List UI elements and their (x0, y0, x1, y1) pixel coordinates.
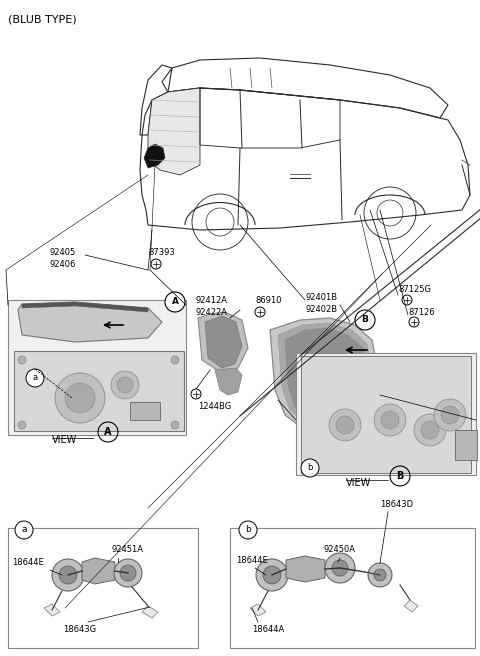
Circle shape (114, 559, 142, 587)
Circle shape (171, 421, 179, 429)
Polygon shape (22, 302, 148, 312)
Text: 92451A: 92451A (112, 545, 144, 554)
Circle shape (374, 404, 406, 436)
Text: 92402B: 92402B (305, 305, 337, 314)
Circle shape (55, 373, 105, 423)
Polygon shape (198, 312, 248, 372)
Circle shape (301, 459, 319, 477)
Circle shape (434, 399, 466, 431)
Circle shape (368, 563, 392, 587)
Polygon shape (142, 606, 158, 618)
Circle shape (52, 559, 84, 591)
Polygon shape (250, 604, 266, 616)
Circle shape (329, 409, 361, 441)
Polygon shape (144, 144, 165, 168)
Circle shape (256, 559, 288, 591)
Circle shape (15, 521, 33, 539)
Text: 92422A: 92422A (196, 308, 228, 317)
FancyBboxPatch shape (8, 528, 198, 648)
Circle shape (441, 406, 459, 424)
Text: 18644E: 18644E (236, 556, 268, 565)
Text: VIEW: VIEW (346, 478, 371, 488)
Text: 18643D: 18643D (380, 500, 413, 509)
Bar (455, 430, 477, 460)
FancyBboxPatch shape (301, 356, 471, 473)
Circle shape (165, 292, 185, 312)
Circle shape (18, 421, 26, 429)
Circle shape (332, 560, 348, 576)
Circle shape (171, 356, 179, 364)
Text: a: a (33, 373, 37, 382)
Text: 18643G: 18643G (63, 625, 96, 634)
Circle shape (239, 521, 257, 539)
Text: b: b (245, 525, 251, 535)
Text: B: B (361, 316, 369, 325)
Text: a: a (21, 525, 27, 535)
Text: 87125G: 87125G (398, 285, 431, 294)
Circle shape (111, 371, 139, 399)
Polygon shape (82, 558, 115, 584)
Polygon shape (278, 323, 372, 427)
Text: 18644A: 18644A (252, 625, 284, 634)
Text: 87126: 87126 (408, 308, 434, 317)
Polygon shape (404, 600, 418, 612)
Polygon shape (18, 302, 162, 342)
Polygon shape (285, 328, 367, 423)
Circle shape (414, 414, 446, 446)
Circle shape (59, 566, 77, 584)
Circle shape (421, 421, 439, 439)
Text: b: b (307, 464, 312, 472)
Bar (130, 402, 160, 420)
Text: B: B (396, 471, 404, 481)
Text: 92450A: 92450A (324, 545, 356, 554)
FancyBboxPatch shape (296, 353, 476, 475)
Text: 1244BG: 1244BG (198, 402, 231, 411)
Circle shape (117, 377, 133, 393)
Circle shape (120, 565, 136, 581)
Text: VIEW: VIEW (52, 435, 77, 445)
FancyBboxPatch shape (14, 351, 184, 431)
Text: 92405: 92405 (50, 248, 76, 257)
Text: A: A (104, 427, 112, 437)
Polygon shape (215, 368, 242, 395)
Text: 92412A: 92412A (196, 296, 228, 305)
Polygon shape (286, 556, 325, 582)
Polygon shape (44, 604, 60, 616)
Text: 87393: 87393 (148, 248, 175, 257)
Circle shape (26, 369, 44, 387)
Circle shape (18, 356, 26, 364)
FancyBboxPatch shape (230, 528, 475, 648)
Text: A: A (171, 298, 179, 306)
Text: 86910: 86910 (255, 296, 281, 305)
Polygon shape (148, 88, 200, 175)
FancyBboxPatch shape (8, 300, 186, 435)
Text: (BLUB TYPE): (BLUB TYPE) (8, 14, 77, 24)
Circle shape (355, 310, 375, 330)
Circle shape (374, 569, 386, 581)
Text: 92401B: 92401B (305, 293, 337, 302)
Circle shape (381, 411, 399, 429)
Text: 18644E: 18644E (12, 558, 44, 567)
Polygon shape (205, 316, 242, 368)
Circle shape (336, 416, 354, 434)
Circle shape (65, 383, 95, 413)
Text: 92406: 92406 (50, 260, 76, 269)
Circle shape (263, 566, 281, 584)
Circle shape (325, 553, 355, 583)
Polygon shape (270, 318, 378, 432)
